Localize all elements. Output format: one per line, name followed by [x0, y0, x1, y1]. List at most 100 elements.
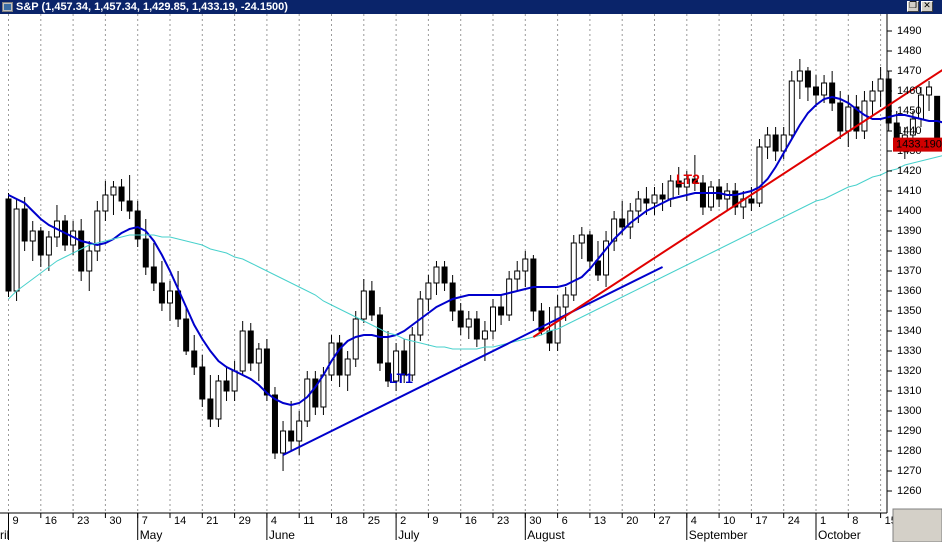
candle-29 — [239, 321, 246, 375]
moving-average-2 — [8, 155, 942, 350]
candle-43 — [352, 311, 359, 367]
candle-body-42 — [344, 358, 351, 376]
candle-15 — [126, 175, 133, 219]
candle-51 — [417, 291, 424, 341]
candle-body-23 — [191, 350, 198, 368]
candle-body-43 — [352, 318, 359, 360]
candle-body-35 — [288, 430, 295, 442]
candle-body-27 — [223, 380, 230, 392]
candle-10 — [86, 241, 93, 291]
price-tick-1420: 1420 — [897, 165, 921, 177]
month-label-ril: ril — [0, 528, 9, 542]
candle-102 — [829, 71, 836, 111]
price-axis: 1260 1270 1280 1290 1300 1310 1320 1330 1340 1350… — [887, 25, 921, 497]
candle-body-114 — [926, 86, 933, 96]
chart-app-icon — [2, 2, 13, 12]
candle-body-50 — [409, 334, 416, 376]
candle-body-54 — [441, 266, 448, 284]
close-button[interactable]: ✕ — [921, 1, 933, 12]
candle-body-34 — [280, 430, 287, 454]
day-tick-29-7: 29 — [239, 515, 251, 527]
candle-body-108 — [877, 78, 884, 92]
candle-body-67 — [546, 330, 553, 344]
candle-73 — [594, 241, 601, 281]
candle-body-60 — [490, 306, 496, 332]
day-tick-7-4: 7 — [142, 515, 148, 527]
candle-body-78 — [635, 198, 642, 212]
day-tick-14-5: 14 — [174, 515, 186, 527]
candle-body-25 — [207, 398, 214, 420]
candle-body-94 — [764, 134, 771, 148]
candle-body-11 — [94, 210, 101, 252]
candle-body-112 — [909, 118, 916, 136]
day-tick-30-16: 30 — [529, 515, 541, 527]
candle-body-86 — [699, 182, 706, 208]
candle-11 — [94, 201, 101, 261]
candle-body-48 — [393, 350, 400, 382]
candle-body-22 — [183, 318, 190, 352]
day-tick-27-20: 27 — [659, 515, 671, 527]
candle-body-63 — [514, 270, 521, 280]
candle-52 — [425, 275, 432, 311]
candle-body-18 — [150, 266, 157, 284]
candle-3 — [29, 221, 36, 261]
candle-108 — [877, 67, 884, 107]
candle-70 — [570, 235, 577, 301]
price-tick-1380: 1380 — [897, 245, 921, 257]
candle-95 — [772, 127, 779, 161]
price-tick-1490: 1490 — [897, 25, 921, 37]
trendline-label-lt1: LT1 — [389, 370, 413, 386]
candle-76 — [619, 201, 626, 235]
day-tick-16-14: 16 — [465, 515, 477, 527]
candle-body-97 — [788, 80, 795, 136]
price-tick-1390: 1390 — [897, 225, 921, 237]
candle-41 — [336, 335, 343, 387]
candle-body-32 — [263, 348, 270, 396]
candle-25 — [207, 375, 214, 427]
candle-35 — [288, 401, 295, 451]
candle-body-93 — [756, 146, 763, 204]
month-label-september: September — [689, 528, 748, 542]
candle-42 — [344, 351, 351, 391]
candle-body-36 — [296, 420, 303, 442]
candle-body-95 — [772, 134, 779, 152]
candle-body-103 — [837, 102, 844, 132]
candle-64 — [522, 251, 529, 287]
candle-2 — [21, 197, 28, 251]
day-tick-10-22: 10 — [723, 515, 735, 527]
candle-body-29 — [239, 330, 246, 372]
candle-77 — [627, 203, 634, 239]
candle-body-85 — [691, 178, 698, 184]
candle-71 — [578, 227, 585, 259]
day-tick-9-13: 9 — [432, 515, 438, 527]
day-tick-21-6: 21 — [206, 515, 218, 527]
candle-body-45 — [368, 290, 375, 316]
candle-body-70 — [570, 242, 577, 296]
restore-button[interactable]: ❐ — [907, 1, 919, 12]
candle-body-17 — [142, 238, 149, 268]
candle-53 — [433, 261, 440, 295]
window-title: S&P (1,457.34, 1,457.34, 1,429.85, 1,433… — [16, 1, 288, 13]
candle-5 — [45, 231, 52, 271]
candle-body-13 — [110, 186, 117, 196]
candle-80 — [651, 187, 658, 215]
candle-85 — [691, 155, 698, 191]
candle-body-15 — [126, 200, 133, 212]
candle-body-77 — [627, 210, 634, 228]
candle-body-81 — [659, 194, 666, 200]
candle-body-26 — [215, 380, 222, 420]
candle-body-72 — [586, 234, 593, 262]
candle-90 — [732, 183, 739, 215]
candle-109 — [885, 71, 892, 131]
candle-86 — [699, 175, 706, 215]
day-tick-8-26: 8 — [852, 515, 858, 527]
candle-body-28 — [231, 370, 238, 392]
candle-body-105 — [853, 106, 860, 132]
month-label-may: May — [140, 528, 163, 542]
candle-body-80 — [651, 194, 658, 204]
candle-18 — [150, 243, 157, 291]
candle-body-79 — [643, 198, 650, 204]
candle-body-76 — [619, 218, 626, 228]
candle-68 — [554, 295, 561, 351]
trendlines-layer: LT1 LT2 — [282, 69, 942, 456]
